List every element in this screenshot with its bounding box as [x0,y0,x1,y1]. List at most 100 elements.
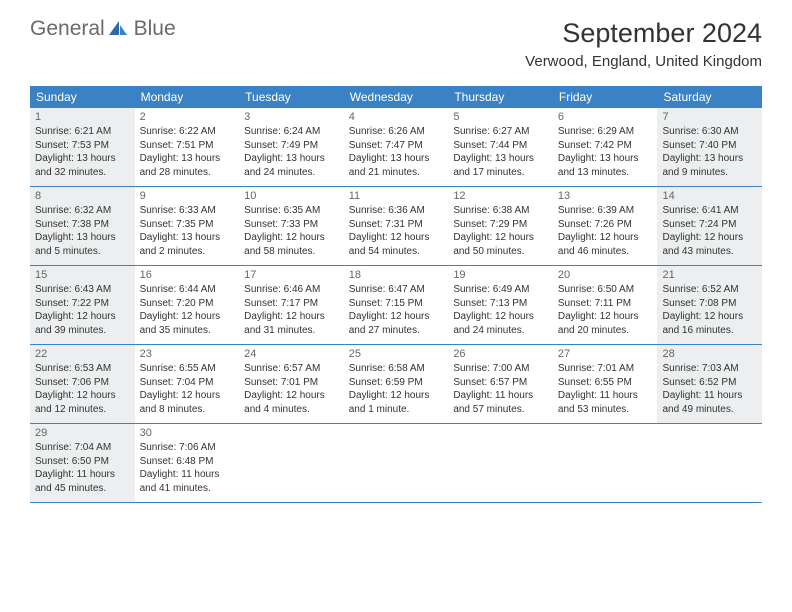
day-info-line: Daylight: 12 hours [140,389,235,403]
day-cell: 18 Sunrise: 6:47 AMSunset: 7:15 PMDayligh… [344,266,449,344]
day-info-line: Sunrise: 6:22 AM [140,125,235,139]
day-cell: 20 Sunrise: 6:50 AMSunset: 7:11 PMDayligh… [553,266,658,344]
day-cell: 2Sunrise: 6:22 AMSunset: 7:51 PMDaylight… [135,108,240,186]
day-info-line: and 2 minutes. [140,245,235,259]
day-info-line: Sunset: 7:42 PM [558,139,653,153]
day-cell: 25Sunrise: 6:58 AMSunset: 6:59 PMDayligh… [344,345,449,423]
day-info-line: Daylight: 12 hours [140,310,235,324]
day-info-line: Sunset: 6:50 PM [35,455,130,469]
day-header-row: SundayMondayTuesdayWednesdayThursdayFrid… [30,86,762,108]
day-info-line: Daylight: 12 hours [349,389,444,403]
day-info-line: Sunset: 7:08 PM [662,297,757,311]
day-info-line: and 13 minutes. [558,166,653,180]
day-info: Sunrise: 6:36 AMSunset: 7:31 PMDaylight:… [349,204,444,258]
day-cell [448,424,553,502]
day-info-line: Sunrise: 6:52 AM [662,283,757,297]
day-info: Sunrise: 6:39 AMSunset: 7:26 PMDaylight:… [558,204,653,258]
day-info-line: and 1 minute. [349,403,444,417]
day-info: Sunrise: 6:38 AMSunset: 7:29 PMDaylight:… [453,204,548,258]
day-cell: 12Sunrise: 6:38 AMSunset: 7:29 PMDayligh… [448,187,553,265]
week-row: 1Sunrise: 6:21 AMSunset: 7:53 PMDaylight… [30,108,762,187]
day-info: Sunrise: 6:53 AMSunset: 7:06 PMDaylight:… [35,362,130,416]
location: Verwood, England, United Kingdom [525,53,762,70]
day-info-line: Sunrise: 6:44 AM [140,283,235,297]
day-info-line: Daylight: 13 hours [349,152,444,166]
day-info-line: and 5 minutes. [35,245,130,259]
day-info-line: Daylight: 11 hours [662,389,757,403]
day-info-line: and 24 minutes. [244,166,339,180]
day-info-line: Sunrise: 6:55 AM [140,362,235,376]
day-info-line: Sunset: 7:24 PM [662,218,757,232]
day-info-line: and 27 minutes. [349,324,444,338]
day-header-cell: Sunday [30,86,135,108]
day-cell: 9 Sunrise: 6:33 AMSunset: 7:35 PMDaylight… [135,187,240,265]
day-info-line: Daylight: 12 hours [558,231,653,245]
day-cell: 8Sunrise: 6:32 AMSunset: 7:38 PMDaylight… [30,187,135,265]
day-number: 9 [140,190,235,202]
day-info-line: Daylight: 12 hours [349,310,444,324]
day-info-line: Daylight: 13 hours [35,152,130,166]
day-number: 3 [244,111,339,123]
week-row: 8Sunrise: 6:32 AMSunset: 7:38 PMDaylight… [30,187,762,266]
day-info-line: Sunrise: 7:01 AM [558,362,653,376]
day-info-line: Sunrise: 6:49 AM [453,283,548,297]
day-header-cell: Friday [553,86,658,108]
day-info: Sunrise: 6:43 AMSunset: 7:22 PMDaylight:… [35,283,130,337]
day-info-line: Daylight: 12 hours [349,231,444,245]
day-info-line: Sunset: 7:20 PM [140,297,235,311]
day-info-line: Sunset: 6:55 PM [558,376,653,390]
day-cell: 5Sunrise: 6:27 AMSunset: 7:44 PMDaylight… [448,108,553,186]
day-info-line: Sunrise: 6:41 AM [662,204,757,218]
day-info-line: Sunrise: 6:53 AM [35,362,130,376]
day-info-line: Daylight: 13 hours [140,231,235,245]
day-info-line: Sunset: 7:13 PM [453,297,548,311]
day-number: 2 [140,111,235,123]
day-info-line: and 12 minutes. [35,403,130,417]
day-info-line: and 32 minutes. [35,166,130,180]
day-info: Sunrise: 6:26 AMSunset: 7:47 PMDaylight:… [349,125,444,179]
day-cell: 15Sunrise: 6:43 AMSunset: 7:22 PMDayligh… [30,266,135,344]
day-info-line: Daylight: 11 hours [35,468,130,482]
day-cell [657,424,762,502]
day-info-line: Daylight: 12 hours [35,389,130,403]
day-info: Sunrise: 6:50 AMSunset: 7:11 PMDaylight:… [558,283,653,337]
day-info-line: Sunset: 7:04 PM [140,376,235,390]
day-cell: 4 Sunrise: 6:26 AMSunset: 7:47 PMDaylight… [344,108,449,186]
day-info: Sunrise: 6:41 AMSunset: 7:24 PMDaylight:… [662,204,757,258]
day-info-line: and 9 minutes. [662,166,757,180]
day-info-line: and 35 minutes. [140,324,235,338]
day-number: 4 [349,111,444,123]
day-info-line: Sunrise: 6:38 AM [453,204,548,218]
day-info: Sunrise: 6:47 AMSunset: 7:15 PMDaylight:… [349,283,444,337]
day-cell: 24Sunrise: 6:57 AMSunset: 7:01 PMDayligh… [239,345,344,423]
day-number: 18 [349,269,444,281]
day-info-line: Sunrise: 7:00 AM [453,362,548,376]
day-info-line: Sunrise: 6:29 AM [558,125,653,139]
day-number: 16 [140,269,235,281]
day-info-line: Sunrise: 6:46 AM [244,283,339,297]
day-info-line: and 49 minutes. [662,403,757,417]
day-info: Sunrise: 7:01 AMSunset: 6:55 PMDaylight:… [558,362,653,416]
day-info-line: Sunset: 6:59 PM [349,376,444,390]
day-number: 20 [558,269,653,281]
day-info-line: Sunset: 7:40 PM [662,139,757,153]
day-number: 19 [453,269,548,281]
title-block: September 2024 Verwood, England, United … [525,18,762,70]
day-info-line: Sunrise: 6:47 AM [349,283,444,297]
day-info-line: and 17 minutes. [453,166,548,180]
day-info-line: Sunset: 7:44 PM [453,139,548,153]
day-info: Sunrise: 6:58 AMSunset: 6:59 PMDaylight:… [349,362,444,416]
day-info-line: Daylight: 13 hours [662,152,757,166]
day-info-line: Sunset: 7:11 PM [558,297,653,311]
day-info: Sunrise: 6:55 AMSunset: 7:04 PMDaylight:… [140,362,235,416]
day-info-line: Sunset: 6:57 PM [453,376,548,390]
logo-text-gray: General [30,17,105,40]
day-info: Sunrise: 6:33 AMSunset: 7:35 PMDaylight:… [140,204,235,258]
day-number: 8 [35,190,130,202]
week-row: 29Sunrise: 7:04 AMSunset: 6:50 PMDayligh… [30,424,762,503]
month-title: September 2024 [525,18,762,49]
day-info: Sunrise: 6:35 AMSunset: 7:33 PMDaylight:… [244,204,339,258]
day-info-line: Daylight: 11 hours [140,468,235,482]
day-info-line: and 39 minutes. [35,324,130,338]
day-cell: 7Sunrise: 6:30 AMSunset: 7:40 PMDaylight… [657,108,762,186]
